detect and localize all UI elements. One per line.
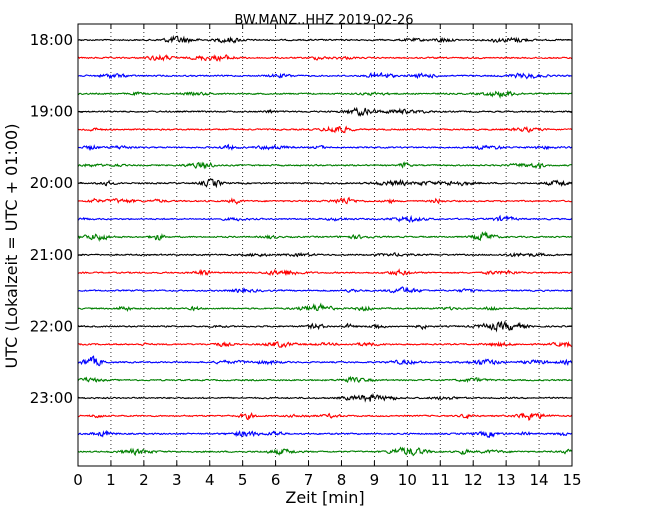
trace-line-1845 [77, 89, 573, 99]
y-tick-label: 21:00 [30, 246, 73, 264]
trace-line-1915 [77, 125, 573, 134]
trace-line-1815 [77, 54, 573, 63]
x-tick-label: 5 [238, 471, 248, 489]
x-tick-label: 14 [530, 471, 549, 489]
x-tick-label: 11 [431, 471, 450, 489]
trace-line-1945 [77, 161, 573, 170]
trace-line-1800 [77, 34, 573, 44]
trace-line-2245 [77, 375, 573, 384]
x-tick-label: 13 [497, 471, 516, 489]
x-tick-label: 3 [172, 471, 182, 489]
trace-line-2145 [77, 302, 573, 312]
y-tick-label: 18:00 [30, 31, 73, 49]
y-tick-label: 22:00 [30, 317, 73, 335]
grid-lines [110, 24, 540, 466]
x-axis-ticks: 0 1 2 3 4 5 6 7 8 9 10 11 12 13 14 15 [73, 24, 582, 489]
trace-line-2330 [77, 429, 573, 439]
chart-title: BW.MANZ..HHZ 2019-02-26 [234, 13, 413, 28]
y-tick-label: 20:00 [30, 174, 73, 192]
trace-line-1930 [77, 143, 573, 151]
x-tick-label: 9 [370, 471, 380, 489]
y-axis-ticks: 18:00 19:00 20:00 21:00 22:00 23:00 [30, 31, 572, 407]
trace-line-2030 [77, 214, 573, 224]
trace-line-1830 [77, 71, 573, 80]
x-tick-label: 6 [271, 471, 281, 489]
trace-line-2315 [77, 412, 573, 421]
trace-line-2045 [77, 230, 573, 242]
trace-line-1900 [77, 106, 573, 117]
trace-line-2345 [77, 446, 573, 457]
trace-line-2200 [77, 320, 573, 333]
y-tick-label: 23:00 [30, 389, 73, 407]
trace-line-2130 [77, 286, 573, 294]
trace-line-2100 [77, 251, 573, 258]
x-tick-label: 7 [304, 471, 314, 489]
x-tick-label: 8 [337, 471, 347, 489]
x-tick-label: 10 [398, 471, 417, 489]
trace-line-2300 [77, 392, 573, 403]
trace-line-2115 [77, 268, 573, 277]
x-tick-label: 4 [205, 471, 215, 489]
y-tick-label: 19:00 [30, 103, 73, 121]
x-axis-label: Zeit [min] [285, 488, 364, 507]
trace-line-2015 [77, 196, 573, 205]
x-tick-label: 12 [464, 471, 483, 489]
x-tick-label: 0 [73, 471, 83, 489]
x-tick-label: 2 [139, 471, 149, 489]
plot-frame [77, 23, 573, 467]
trace-line-2000 [77, 177, 573, 189]
trace-line-2230 [77, 355, 573, 367]
seismic-traces [77, 34, 573, 457]
trace-line-2215 [77, 340, 573, 348]
y-axis-label: UTC (Lokalzeit = UTC + 01:00) [2, 124, 21, 369]
x-tick-label: 15 [562, 471, 581, 489]
x-tick-label: 1 [106, 471, 116, 489]
